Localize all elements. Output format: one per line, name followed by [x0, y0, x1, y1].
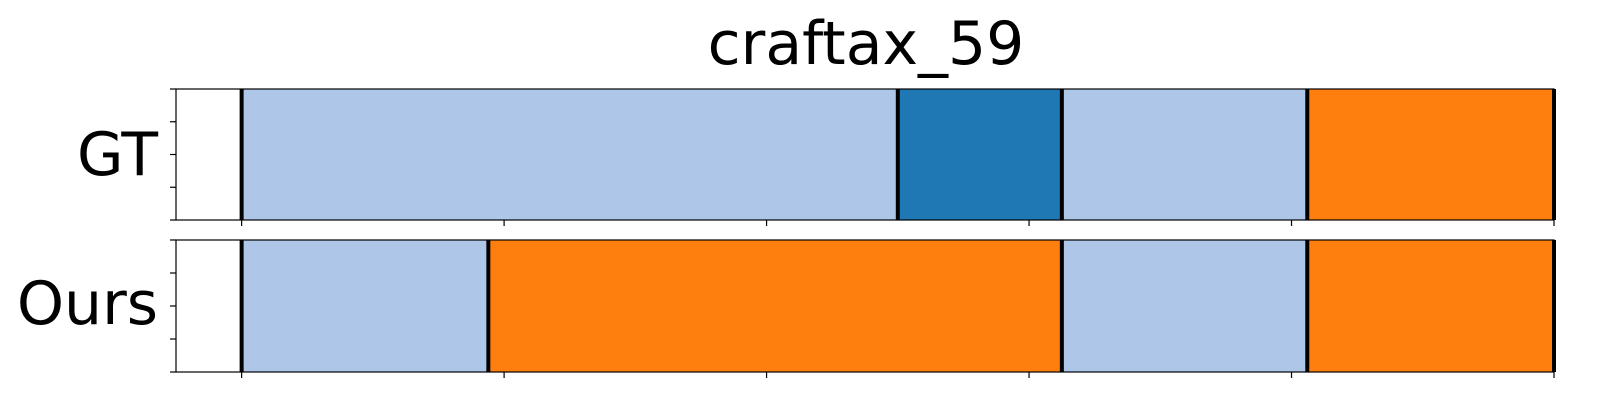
- segment-bar-ours-0: [241, 240, 489, 372]
- segment-bar-gt-3: [1307, 89, 1554, 220]
- segment-bar-gt-2: [1061, 89, 1308, 220]
- segment-bar-ours-2: [1061, 240, 1308, 372]
- row-ours: Ours: [17, 239, 1556, 378]
- segment-bar-gt-0: [241, 89, 898, 220]
- segment-bar-gt-1: [897, 89, 1062, 220]
- segment-bar-ours-3: [1307, 240, 1554, 372]
- row-label-gt: GT: [77, 120, 158, 190]
- chart-title: craftax_59: [708, 9, 1025, 79]
- row-gt: GT: [77, 88, 1556, 226]
- row-label-ours: Ours: [17, 269, 158, 339]
- segment-bar-ours-1: [488, 240, 1062, 372]
- rows-layer: GT Ours: [17, 88, 1556, 378]
